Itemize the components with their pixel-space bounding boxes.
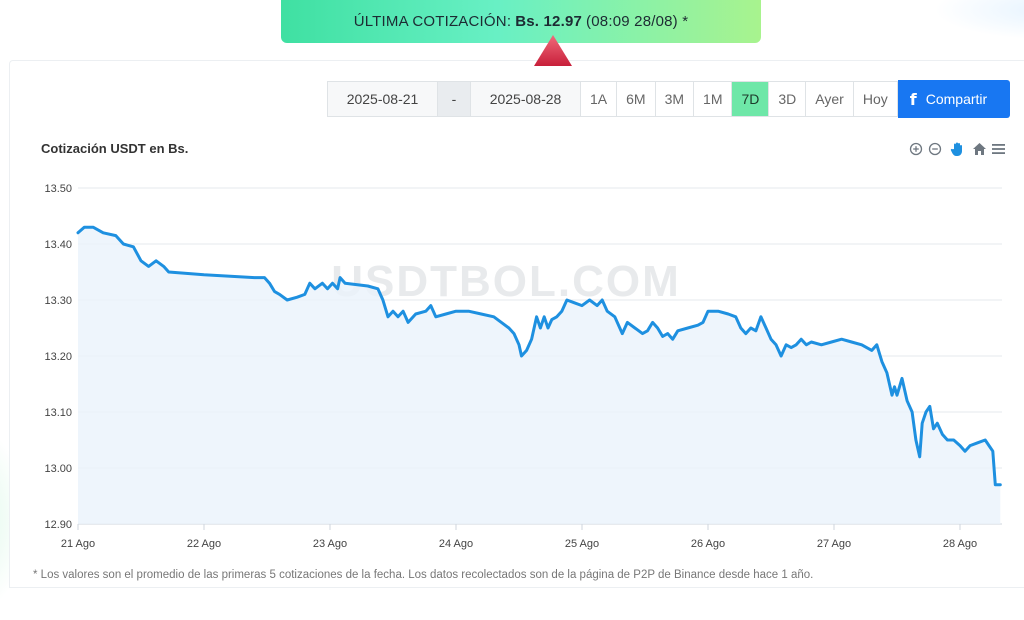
chart-toolbar [906, 140, 1007, 158]
footnote: * Los valores son el promedio de las pri… [33, 569, 814, 581]
latest-quote-price: Bs. 12.97 [515, 13, 583, 30]
x-tick-label: 27 Ago [817, 538, 851, 550]
x-tick-label: 22 Ago [187, 538, 221, 550]
x-tick-label: 26 Ago [691, 538, 725, 550]
y-axis-labels: 12.90 13.00 13.10 13.20 13.30 13.40 13.50 [44, 183, 72, 531]
x-axis-labels: 21 Ago 22 Ago 23 Ago 24 Ago 25 Ago 26 Ago 27 A… [61, 524, 977, 550]
x-tick-label: 25 Ago [565, 538, 599, 550]
range-button-ayer[interactable]: Ayer [806, 81, 854, 117]
background-glow-right [934, 0, 1024, 40]
y-tick-label: 13.00 [44, 463, 72, 475]
y-tick-label: 12.90 [44, 519, 72, 531]
zoom-out-icon[interactable] [926, 140, 944, 158]
price-chart: USDTBOL.COM 12.90 13.00 13.10 13.20 13.30 13.… [44, 183, 1002, 550]
triangle-up-icon [534, 35, 572, 66]
zoom-in-icon[interactable] [907, 140, 925, 158]
latest-quote-time: (08:09 28/08) * [586, 13, 689, 30]
facebook-icon: f [909, 89, 917, 109]
date-range-toolbar: 2025-08-21 - 2025-08-28 1A 6M 3M 1M 7D 3… [327, 80, 1010, 119]
share-button-label: Compartir [925, 91, 988, 107]
pan-hand-icon[interactable] [948, 140, 966, 158]
home-icon[interactable] [970, 140, 988, 158]
range-button-6m[interactable]: 6M [617, 81, 656, 117]
y-tick-label: 13.30 [44, 295, 72, 307]
y-tick-label: 13.40 [44, 239, 72, 251]
range-button-3m[interactable]: 3M [655, 81, 695, 117]
range-button-1m[interactable]: 1M [694, 81, 733, 117]
price-line [76, 225, 1002, 487]
price-area-fill [78, 227, 1001, 524]
facebook-share-button[interactable]: f Compartir [897, 80, 1010, 118]
latest-quote-label: ÚLTIMA COTIZACIÓN: [353, 13, 512, 30]
watermark: USDTBOL.COM [331, 257, 681, 306]
y-tick-label: 13.10 [44, 407, 72, 419]
date-separator: - [438, 81, 470, 117]
range-button-7d[interactable]: 7D [732, 81, 770, 117]
chart-title: Cotización USDT en Bs. [41, 141, 189, 156]
range-button-3d[interactable]: 3D [769, 81, 807, 117]
latest-quote-banner: ÚLTIMA COTIZACIÓN: Bs. 12.97 (08:09 28/0… [281, 0, 761, 43]
menu-icon[interactable] [989, 140, 1007, 158]
range-button-hoy[interactable]: Hoy [853, 81, 898, 117]
x-tick-label: 23 Ago [313, 538, 347, 550]
y-tick-label: 13.20 [44, 351, 72, 363]
start-date-input[interactable]: 2025-08-21 [327, 81, 438, 117]
x-tick-label: 21 Ago [61, 538, 95, 550]
y-tick-label: 13.50 [44, 183, 72, 195]
end-date-input[interactable]: 2025-08-28 [470, 81, 581, 117]
range-button-1a[interactable]: 1A [581, 81, 618, 117]
x-tick-label: 28 Ago [943, 538, 977, 550]
x-tick-label: 24 Ago [439, 538, 473, 550]
